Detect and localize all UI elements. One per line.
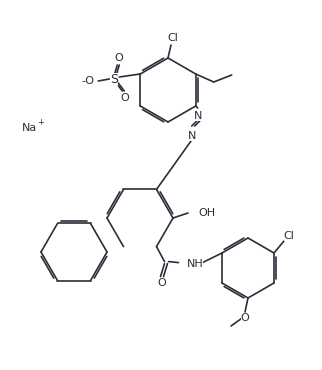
Text: Cl: Cl [167,33,178,43]
Text: O: O [120,93,129,103]
Text: S: S [110,73,118,85]
Text: -O: -O [81,76,94,86]
Text: +: + [37,118,44,127]
Text: O: O [157,278,166,287]
Text: NH: NH [186,259,203,269]
Text: O: O [241,313,249,323]
Text: Cl: Cl [284,231,294,241]
Text: O: O [114,53,123,63]
Text: N: N [194,111,202,121]
Text: N: N [187,131,196,141]
Text: Na: Na [22,123,37,133]
Text: OH: OH [198,208,215,218]
